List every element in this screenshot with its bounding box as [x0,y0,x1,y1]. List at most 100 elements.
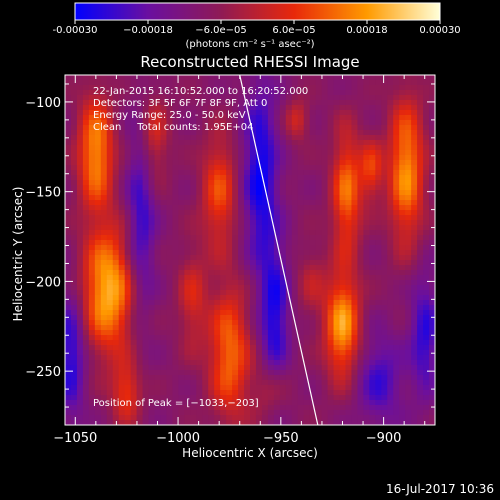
heatmap-cell [202,340,209,346]
heatmap-cell [363,255,370,261]
heatmap-cell [333,235,341,241]
heatmap-cell [76,115,84,121]
heatmap-cell [65,285,72,291]
heatmap-cell [154,350,161,356]
heatmap-cell [339,410,346,416]
heatmap-cell [303,275,311,281]
heatmap-cell [244,170,251,176]
heatmap-cell [88,200,96,206]
heatmap-cell [381,360,388,366]
heatmap-cell [172,95,179,101]
heatmap-cell [124,330,132,336]
heatmap-cell [273,410,281,416]
heatmap-cell [226,85,233,91]
heatmap-cell [148,320,156,326]
heatmap-cell [291,190,299,196]
heatmap-cell [267,320,275,326]
heatmap-cell [214,340,221,346]
heatmap-cell [285,110,293,116]
heatmap-cell [261,100,269,106]
heatmap-cell [65,320,72,326]
heatmap-cell [70,210,78,216]
heatmap-cell [190,375,197,381]
heatmap-cell [351,90,358,96]
heatmap-cell [285,130,293,136]
heatmap-cell [363,265,370,271]
heatmap-cell [250,110,257,116]
heatmap-cell [172,115,179,121]
axis-ticks: −1050 −1000 −950 −900−100−150−200−250 [25,75,435,446]
heatmap-cell [393,260,400,266]
heatmap-cell [393,75,400,81]
heatmap-cell [393,240,400,246]
heatmap-cell [220,240,227,246]
heatmap-cell [315,375,323,381]
heatmap-cell [136,350,144,356]
heatmap-cell [190,150,197,156]
heatmap-cell [130,195,138,201]
heatmap-cell [399,115,406,121]
heatmap-cell [226,315,233,321]
heatmap-cell [393,180,400,186]
heatmap-cell [321,275,329,281]
heatmap-cell [333,385,341,391]
heatmap-cell [345,195,352,201]
heatmap-cell [297,405,305,411]
heatmap-cell [381,210,388,216]
heatmap-cell [363,125,370,131]
heatmap-cell [297,125,305,131]
heatmap-cell [399,120,406,126]
heatmap-cell [202,115,209,121]
heatmap-cell [351,245,358,251]
heatmap-cell [70,295,78,301]
heatmap-cell [411,220,418,226]
heatmap-cell [250,205,257,211]
heatmap-cell [88,80,96,86]
heatmap-cell [178,350,185,356]
heatmap-cell [303,250,311,256]
heatmap-cell [118,90,126,96]
heatmap-cell [333,265,341,271]
heatmap-cell [351,125,358,131]
heatmap-cell [214,380,221,386]
heatmap-cell [345,115,352,121]
heatmap-cell [261,215,269,221]
heatmap-cell [112,270,120,276]
heatmap-cell [423,290,430,296]
heatmap-cell [327,390,335,396]
heatmap-cell [297,110,305,116]
heatmap-cell [172,395,179,401]
heatmap-cell [184,300,191,306]
heatmap-cell [65,175,72,181]
heatmap-cell [94,215,102,221]
heatmap-cell [250,395,257,401]
heatmap-cell [321,420,329,426]
heatmap-cell [82,185,90,191]
heatmap-cell [261,380,269,386]
heatmap-cell [399,100,406,106]
heatmap-cell [279,310,287,316]
heatmap-cell [172,390,179,396]
heatmap-cell [273,160,281,166]
heatmap-cell [429,115,436,121]
heatmap-cell [196,390,203,396]
heatmap-cell [423,285,430,291]
heatmap-cell [190,215,197,221]
heatmap-cell [142,245,150,251]
heatmap-cell [261,190,269,196]
heatmap-cell [100,350,108,356]
heatmap-cell [411,280,418,286]
heatmap-cell [65,305,72,311]
heatmap-cell [267,240,275,246]
heatmap-cell [393,400,400,406]
heatmap-cell [297,245,305,251]
heatmap-cell [202,205,209,211]
heatmap-cell [321,180,329,186]
heatmap-cell [291,365,299,371]
heatmap-cell [220,230,227,236]
heatmap-cell [106,340,114,346]
heatmap-cell [339,335,346,341]
heatmap-cell [291,155,299,161]
heatmap-cell [65,85,72,91]
heatmap-cell [178,395,185,401]
